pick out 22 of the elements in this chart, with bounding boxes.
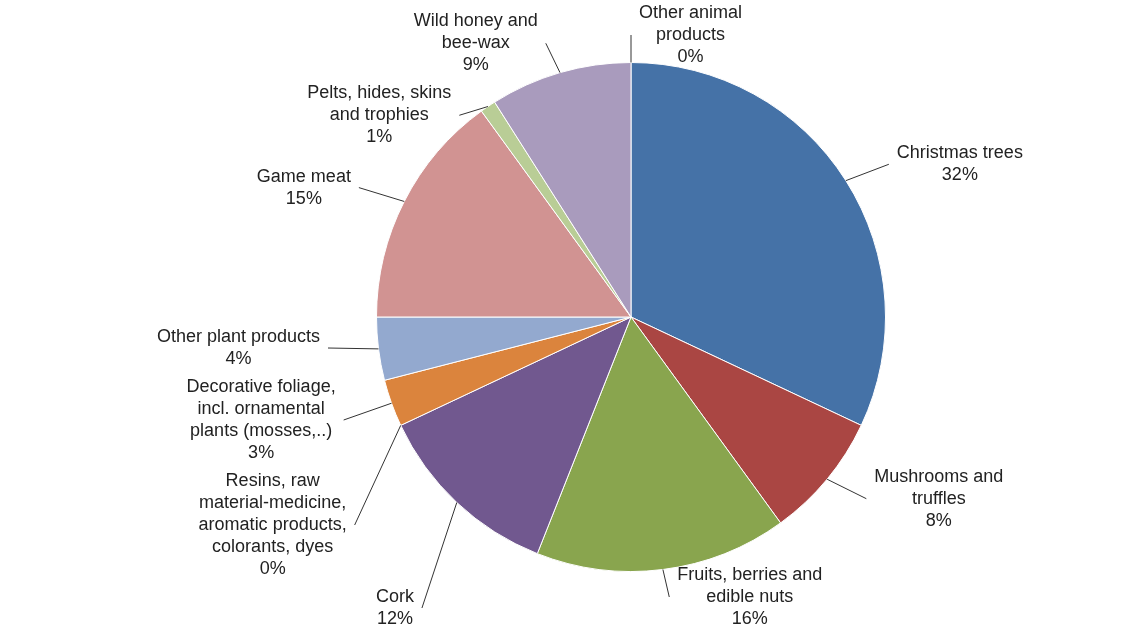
data-label: 8% — [925, 509, 952, 530]
slice-label: Game meat — [256, 165, 351, 186]
text: 0% — [259, 557, 286, 578]
category-label: Other animal products — [639, 1, 743, 44]
slice-label: Pelts, hides, skins and trophies — [307, 82, 452, 125]
text: 0% — [677, 45, 704, 66]
data-label: 32% — [941, 164, 978, 185]
data-label: 16% — [731, 607, 768, 628]
category-label: Resins, raw material-medicine, aromatic products, colorants, dyes — [198, 469, 347, 556]
data-label: 4% — [225, 347, 252, 368]
slice-label: Decorative foliage, incl. ornamental plants (mosses,..) — [186, 375, 336, 440]
slice-label: Other plant products — [156, 325, 321, 346]
slice-label: Mushrooms and truffles — [874, 465, 1004, 508]
slice-label: Fruits, berries and edible nuts — [677, 563, 823, 606]
data-label: 12% — [376, 607, 413, 628]
data-label: 15% — [285, 187, 322, 208]
slice-label: Cork — [375, 585, 415, 606]
data-label: 3% — [248, 441, 275, 462]
slice-label: Christmas trees — [896, 142, 1023, 163]
slice-label: Wild honey and bee-wax — [413, 10, 538, 53]
data-label: 9% — [462, 54, 489, 75]
data-label: 1% — [366, 126, 393, 147]
